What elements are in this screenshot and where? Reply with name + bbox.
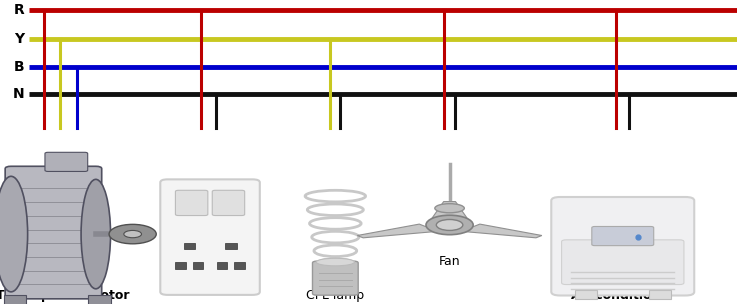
Bar — [575, 290, 597, 299]
Bar — [88, 295, 111, 304]
Bar — [175, 262, 186, 269]
Text: Fan: Fan — [439, 254, 461, 268]
FancyBboxPatch shape — [45, 152, 88, 171]
Circle shape — [436, 219, 463, 230]
Circle shape — [109, 224, 156, 244]
Text: B: B — [14, 60, 24, 74]
FancyBboxPatch shape — [592, 226, 654, 246]
FancyBboxPatch shape — [160, 179, 259, 295]
FancyBboxPatch shape — [551, 197, 694, 295]
Ellipse shape — [0, 176, 28, 292]
Circle shape — [426, 215, 473, 235]
FancyBboxPatch shape — [312, 261, 358, 295]
Text: R: R — [13, 3, 24, 17]
Ellipse shape — [316, 258, 354, 266]
Bar — [234, 262, 245, 269]
Text: Power
socket: Power socket — [190, 239, 230, 268]
Polygon shape — [461, 224, 542, 238]
FancyBboxPatch shape — [175, 190, 208, 216]
FancyBboxPatch shape — [562, 240, 684, 285]
Bar — [184, 243, 195, 249]
FancyBboxPatch shape — [212, 190, 245, 216]
Text: Y: Y — [14, 32, 24, 46]
Bar — [649, 290, 671, 299]
Polygon shape — [431, 202, 468, 219]
Text: Air conditioner: Air conditioner — [570, 289, 675, 302]
Ellipse shape — [435, 204, 464, 213]
Circle shape — [124, 230, 142, 238]
Text: Three phase motor: Three phase motor — [0, 289, 130, 302]
Polygon shape — [357, 224, 438, 238]
Text: CFL lamp: CFL lamp — [307, 289, 364, 302]
Bar — [4, 295, 26, 304]
Bar — [217, 262, 227, 269]
Ellipse shape — [81, 179, 111, 289]
Text: N: N — [13, 87, 24, 101]
Bar — [225, 243, 237, 249]
FancyBboxPatch shape — [5, 166, 102, 299]
Bar — [193, 262, 203, 269]
